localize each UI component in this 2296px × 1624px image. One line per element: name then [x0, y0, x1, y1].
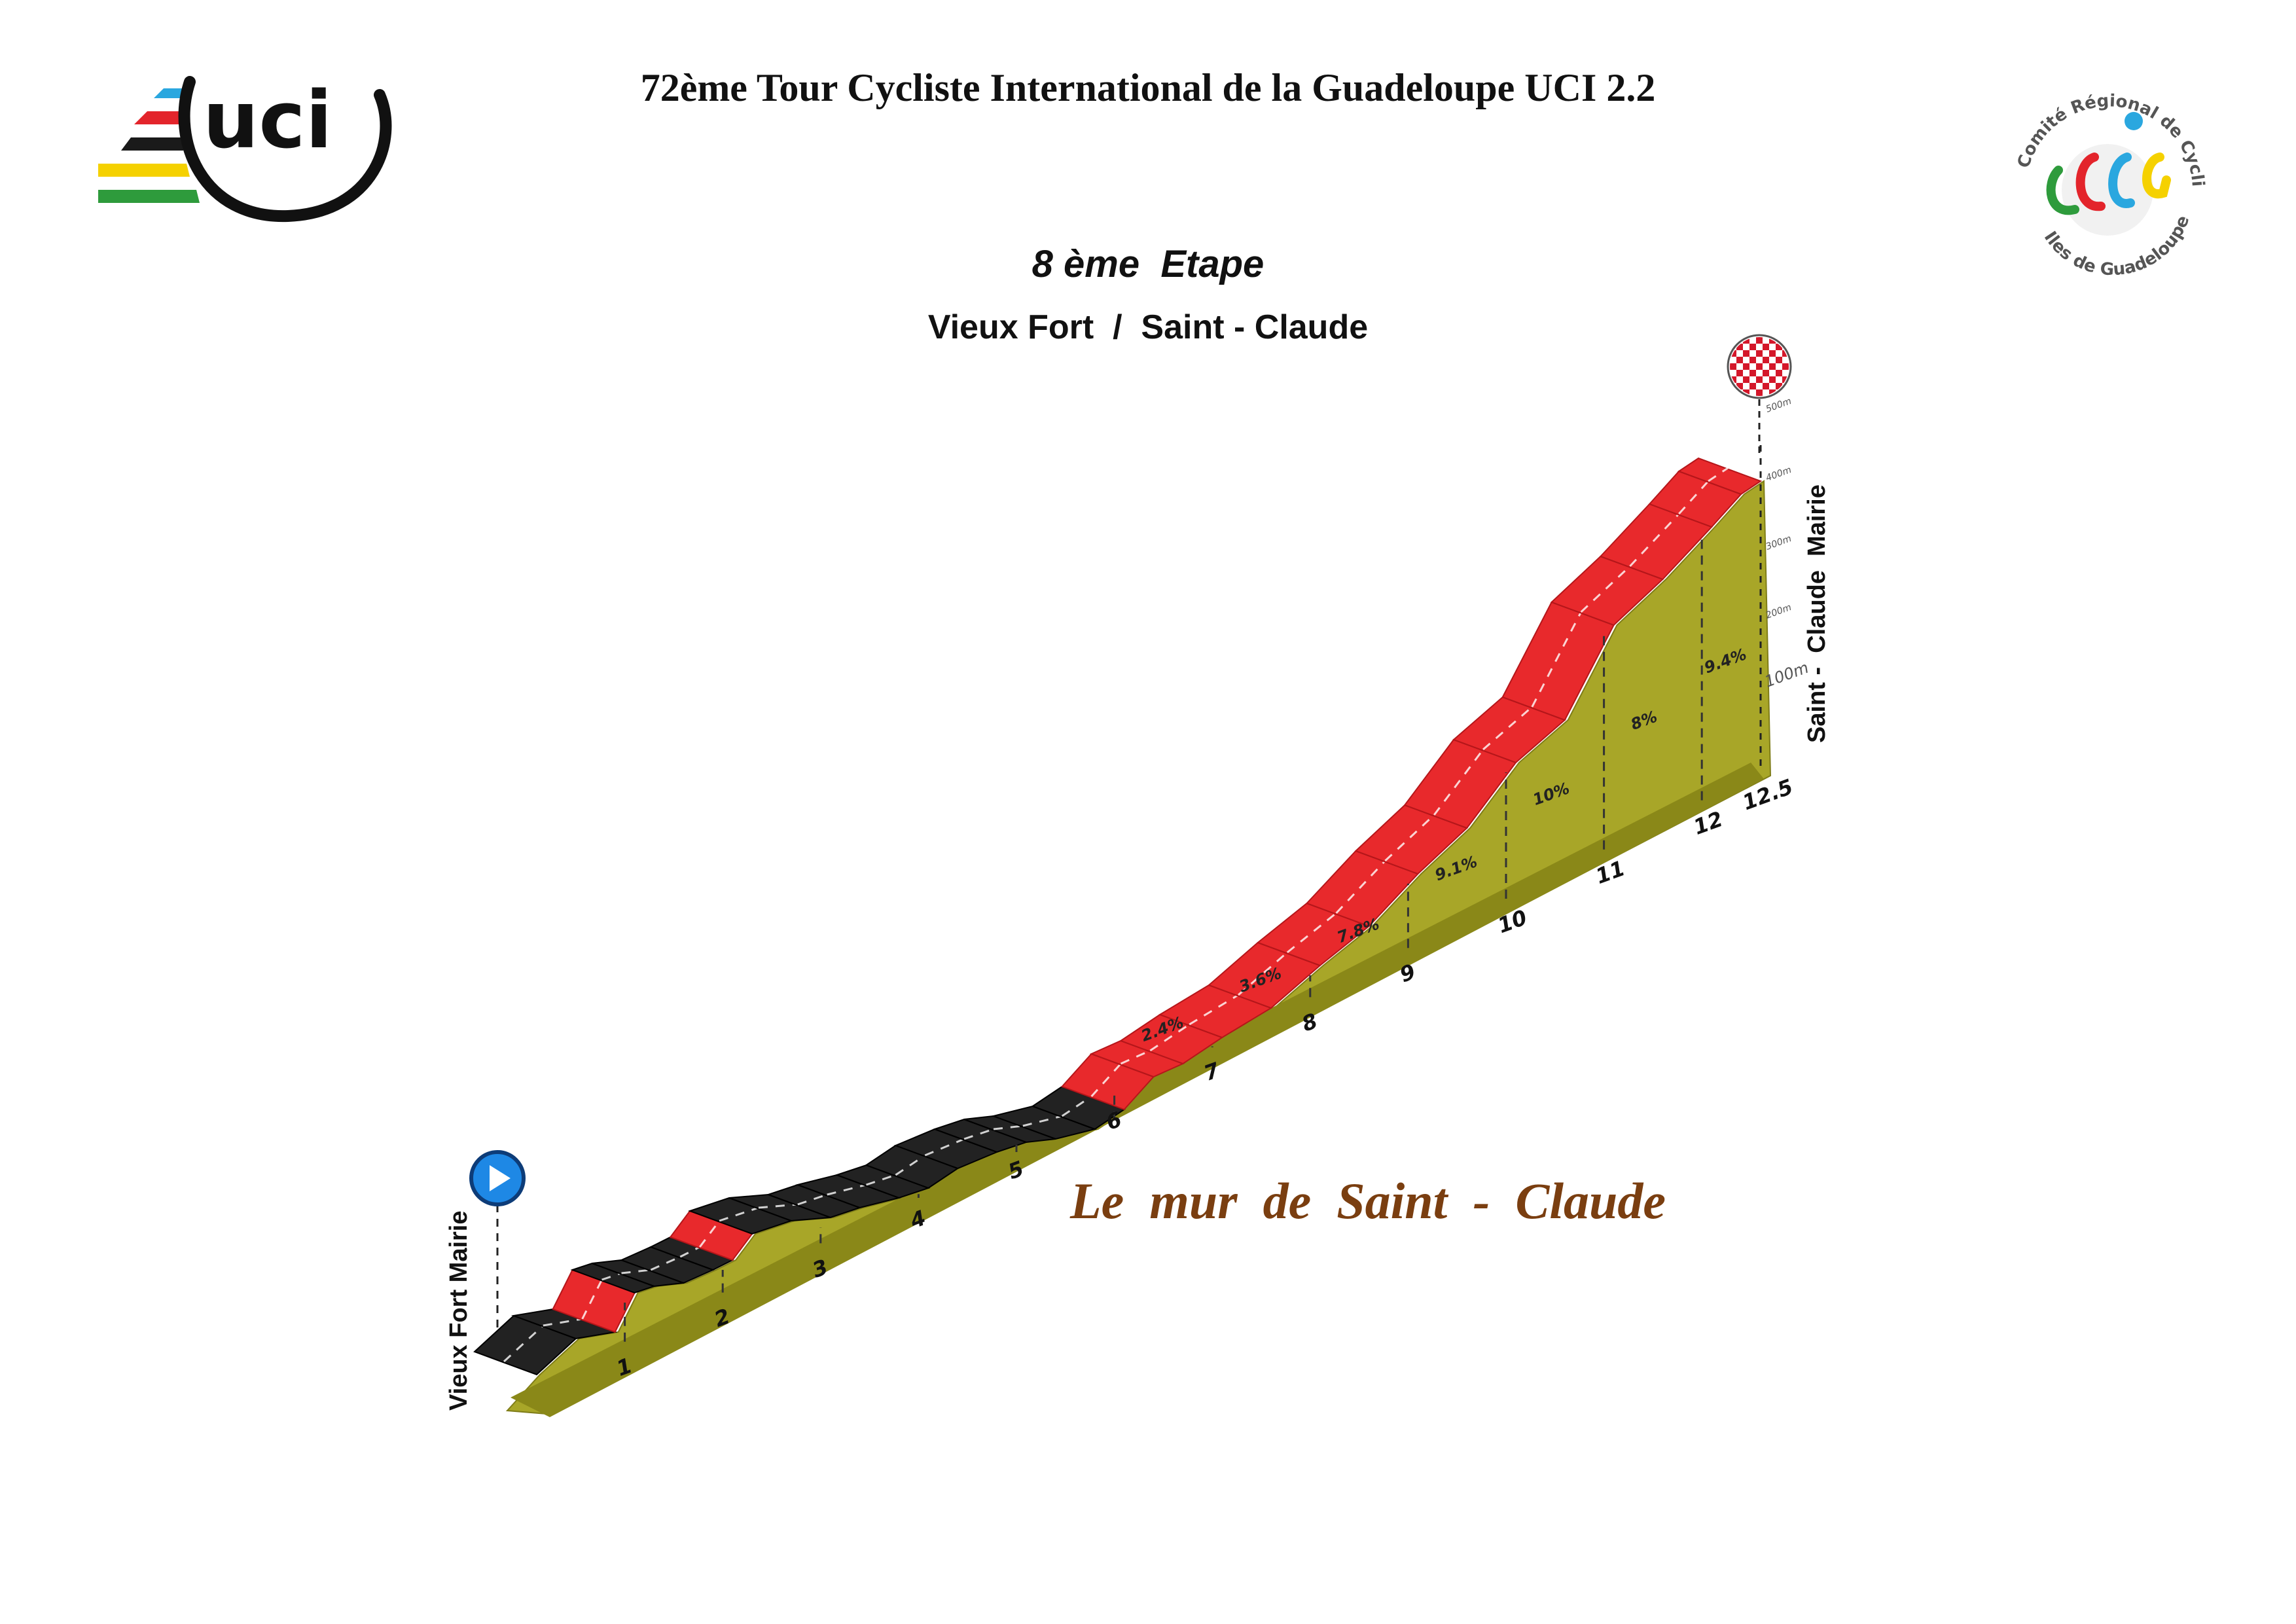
road-centerline [1531, 611, 1582, 708]
event-title: 72ème Tour Cycliste International de la … [640, 66, 1656, 109]
road-centerline [797, 1193, 828, 1206]
road-centerline [581, 1279, 603, 1320]
road-centerline [698, 1220, 721, 1248]
road-centerline [827, 1183, 867, 1196]
uci-stripes [98, 88, 200, 203]
road-centerline [1580, 565, 1631, 613]
play-icon [490, 1165, 511, 1191]
road-centerline [758, 1203, 798, 1209]
road-centerline [1238, 951, 1288, 996]
uci-logo: uci [98, 75, 392, 223]
finish-flag-icon [1727, 334, 1792, 399]
start-label: Vieux Fort Mairie [445, 1210, 473, 1411]
road-centerline [621, 1269, 651, 1274]
route-title: Vieux Fort / Saint - Claude [927, 308, 1369, 346]
road-centerline [503, 1324, 544, 1363]
climb-name: Le mur de Saint - Claude [1069, 1172, 1666, 1229]
road-centerline [1433, 749, 1484, 816]
road-centerline [1678, 480, 1710, 515]
altitude-tick-label: 200m [1765, 602, 1793, 621]
road-centerline [1384, 814, 1435, 862]
road-centerline [679, 1246, 700, 1258]
altitude-tick-label: 400m [1765, 465, 1793, 484]
road-centerline [1286, 912, 1337, 954]
comite-emblem [2046, 112, 2171, 215]
road-centerline [601, 1272, 622, 1281]
road-centerline [650, 1255, 681, 1271]
road-centerline [993, 1125, 1024, 1130]
road-centerline [1335, 859, 1386, 914]
finish-label: Saint - Claude Mairie [1803, 484, 1831, 743]
comite-logo: Comité Régional de Cyclisme Iles de Guad… [1996, 59, 2208, 280]
road-centerline [1708, 467, 1729, 482]
stage-title: 8 ème Etape [1031, 243, 1265, 285]
road-centerline [963, 1128, 994, 1140]
road-centerline [866, 1174, 896, 1186]
road-centerline [1090, 1062, 1122, 1098]
road-centerline [1061, 1095, 1092, 1117]
road-centerline [895, 1154, 926, 1176]
road-centerline [1022, 1115, 1063, 1127]
road-centerline [924, 1138, 965, 1157]
km-marker-label: 9 [1397, 959, 1419, 987]
road-centerline [1120, 1049, 1151, 1065]
road-centerline [1629, 513, 1680, 568]
road-centerline [719, 1206, 759, 1222]
profile-ground [505, 480, 1772, 1415]
uci-text: uci [203, 75, 332, 166]
road-centerline [1482, 706, 1533, 751]
road-centerline [543, 1318, 583, 1327]
altitude-tick-label: 300m [1765, 533, 1793, 552]
road-segment [1677, 457, 1763, 496]
altitude-tick-label: 500m [1765, 396, 1793, 415]
road-centerline [1149, 1023, 1191, 1052]
